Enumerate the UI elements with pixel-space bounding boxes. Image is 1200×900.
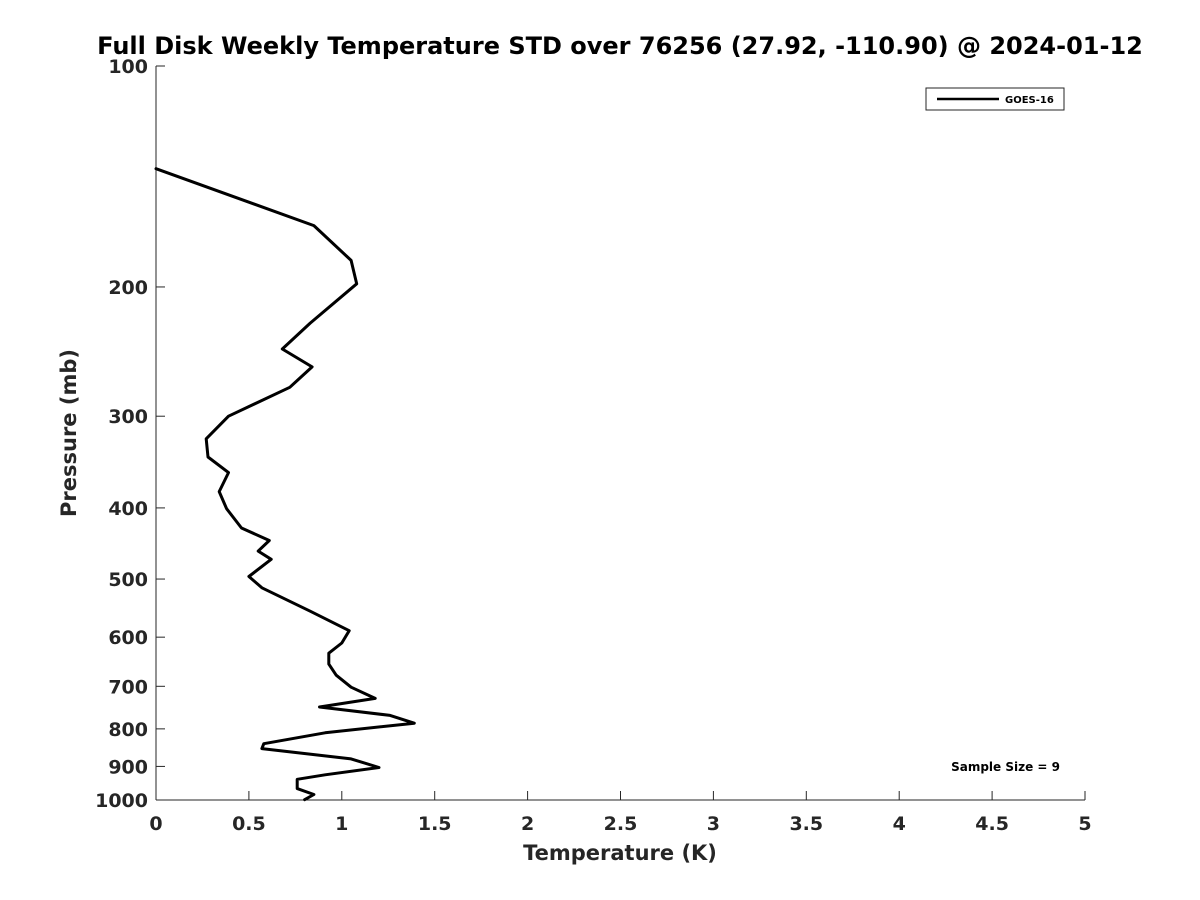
x-tick-label: 3.5 — [789, 813, 823, 835]
x-tick-label: 3 — [707, 813, 720, 835]
x-tick-label: 1.5 — [418, 813, 452, 835]
legend: GOES-16 — [925, 87, 1065, 111]
y-axis-ticks: 100 200 300 400 500 600 700 800 900 1000 — [95, 56, 165, 812]
x-tick-label: 1 — [335, 813, 348, 835]
y-axis-label: Pressure (mb) — [57, 349, 81, 517]
y-tick-label: 100 — [108, 56, 148, 78]
x-axis-label: Temperature (K) — [523, 841, 717, 865]
y-tick-label: 600 — [108, 627, 148, 649]
y-tick-label: 300 — [108, 406, 148, 428]
sample-size-annotation: Sample Size = 9 — [951, 760, 1060, 774]
x-tick-label: 0 — [149, 813, 162, 835]
x-tick-label: 5 — [1078, 813, 1091, 835]
legend-entry-goes-16: GOES-16 — [1005, 95, 1054, 106]
y-tick-label: 900 — [108, 756, 148, 778]
y-tick-label: 800 — [108, 719, 148, 741]
series-line-goes-16 — [154, 167, 416, 802]
y-tick-label: 700 — [108, 676, 148, 698]
x-tick-label: 4.5 — [975, 813, 1009, 835]
x-tick-label: 0.5 — [232, 813, 266, 835]
x-tick-label: 2.5 — [604, 813, 638, 835]
x-tick-label: 2 — [521, 813, 534, 835]
y-tick-label: 200 — [108, 277, 148, 299]
x-axis-ticks: 0 0.5 1 1.5 2 2.5 3 3.5 4 4.5 5 — [149, 791, 1092, 835]
y-tick-label: 400 — [108, 498, 148, 520]
chart-title: Full Disk Weekly Temperature STD over 76… — [97, 32, 1143, 60]
y-tick-label: 1000 — [95, 790, 148, 812]
x-tick-label: 4 — [893, 813, 906, 835]
series-layer — [154, 167, 416, 802]
y-tick-label: 500 — [108, 569, 148, 591]
